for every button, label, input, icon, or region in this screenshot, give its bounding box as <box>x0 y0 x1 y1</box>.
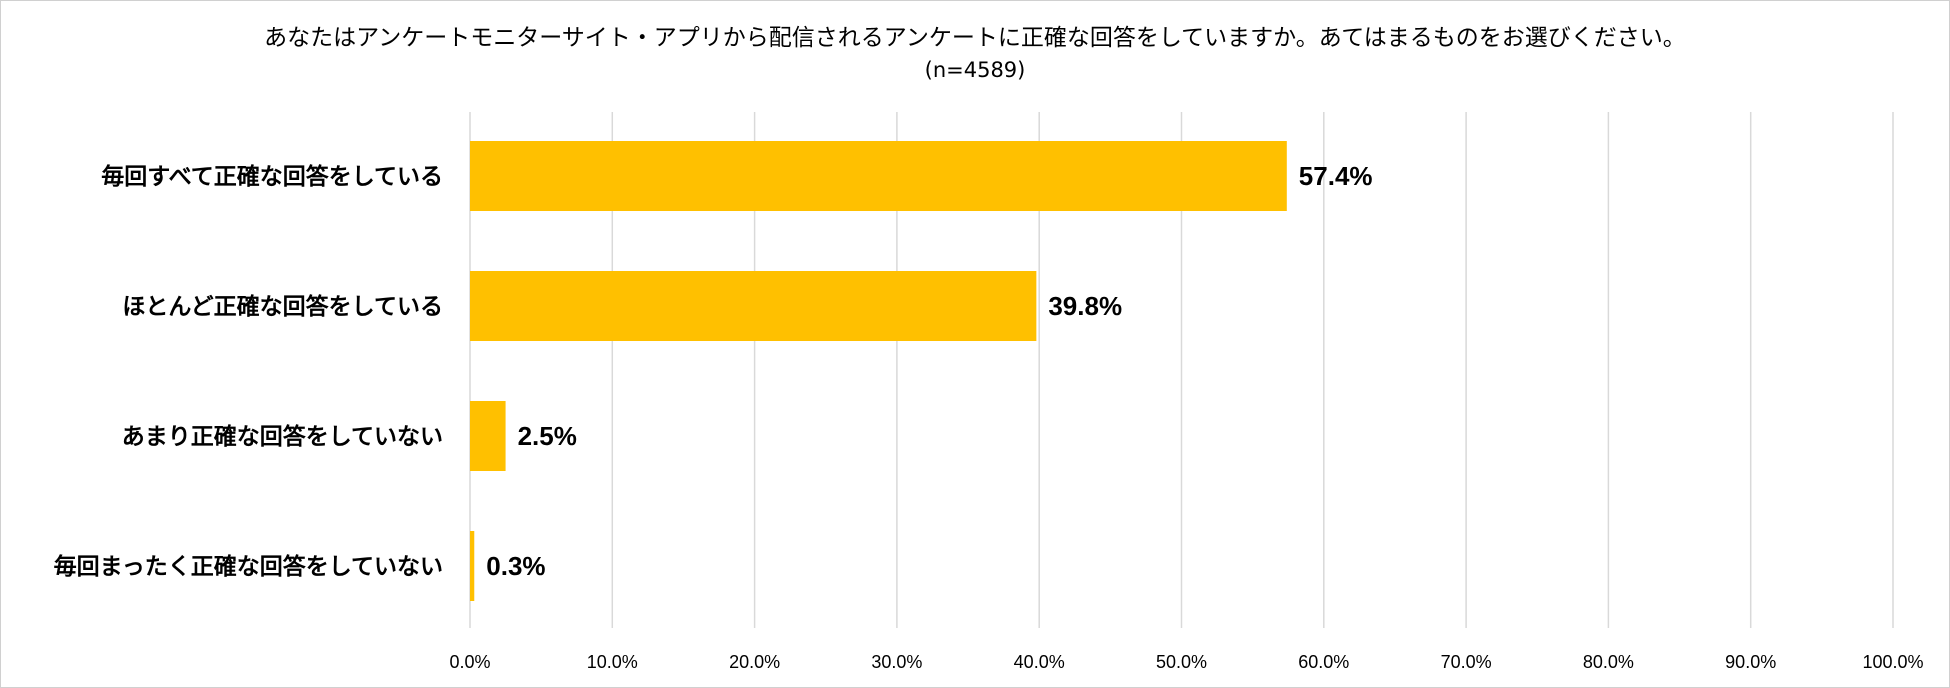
x-tick-label: 60.0% <box>1298 652 1349 672</box>
bars <box>470 141 1287 601</box>
x-tick-label: 20.0% <box>729 652 780 672</box>
category-label: 毎回まったく正確な回答をしていない <box>54 553 443 580</box>
x-tick-label: 90.0% <box>1725 652 1776 672</box>
value-labels: 57.4% 39.8% 2.5% 0.3% <box>486 161 1372 581</box>
category-label: 毎回すべて正確な回答をしている <box>101 163 443 190</box>
x-tick-label: 80.0% <box>1583 652 1634 672</box>
data-label: 57.4% <box>1299 161 1373 191</box>
x-tick-label: 40.0% <box>1014 652 1065 672</box>
chart-subtitle: (n=4589) <box>924 58 1026 82</box>
x-axis-tick-labels: 0.0% 10.0% 20.0% 30.0% 40.0% 50.0% 60.0% 70.0% 8… <box>449 652 1923 672</box>
x-tick-label: 10.0% <box>587 652 638 672</box>
category-label: あまり正確な回答をしていない <box>122 423 443 450</box>
x-tick-label: 100.0% <box>1862 652 1923 672</box>
x-tick-label: 50.0% <box>1156 652 1207 672</box>
category-labels: 毎回すべて正確な回答をしているほとんど正確な回答をしているあまり正確な回答をして… <box>54 163 443 580</box>
data-label: 2.5% <box>518 421 577 451</box>
bar <box>470 401 506 471</box>
bar <box>470 141 1287 211</box>
data-label: 0.3% <box>486 551 545 581</box>
data-label: 39.8% <box>1048 291 1122 321</box>
bar <box>470 271 1037 341</box>
x-tick-label: 0.0% <box>449 652 490 672</box>
x-tick-label: 30.0% <box>871 652 922 672</box>
bar <box>470 531 475 601</box>
x-tick-label: 70.0% <box>1441 652 1492 672</box>
chart-title: あなたはアンケートモニターサイト・アプリから配信されるアンケートに正確な回答をし… <box>264 25 1686 51</box>
category-label: ほとんど正確な回答をしている <box>122 293 443 320</box>
